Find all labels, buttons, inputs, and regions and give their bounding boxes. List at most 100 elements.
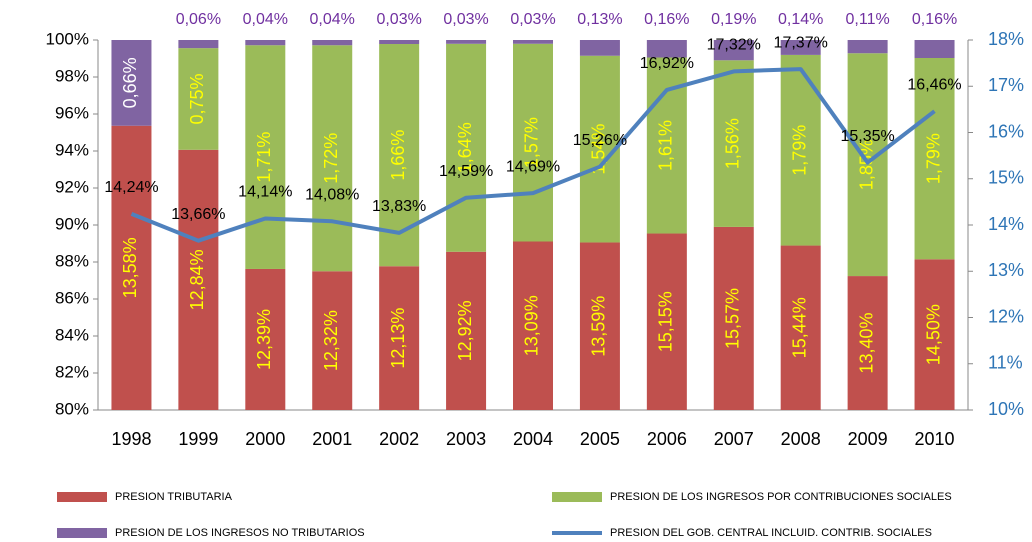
y-tick-label: 86% bbox=[55, 288, 89, 307]
x-tick-label: 1998 bbox=[111, 429, 151, 449]
bar-segment bbox=[713, 226, 754, 410]
bar-segment bbox=[312, 40, 353, 46]
data-label: 0,04% bbox=[243, 11, 288, 28]
bar-segment bbox=[111, 125, 152, 410]
bar-segment bbox=[646, 233, 687, 410]
y-tick-label: 90% bbox=[55, 214, 89, 233]
bar-segment bbox=[245, 45, 286, 269]
data-label: 13,58% bbox=[120, 237, 140, 298]
legend-label: PRESION DEL GOB. CENTRAL INCLUID. CONTRI… bbox=[610, 527, 932, 539]
line-label: 16,46% bbox=[907, 76, 961, 93]
x-tick-label: 2003 bbox=[446, 429, 486, 449]
y2-tick-label: 16% bbox=[988, 121, 1024, 141]
bar-segment bbox=[847, 276, 888, 410]
data-label: 0,13% bbox=[577, 11, 622, 28]
bar-segment bbox=[646, 40, 687, 58]
x-tick-label: 2004 bbox=[513, 429, 553, 449]
x-tick-label: 1999 bbox=[178, 429, 218, 449]
data-label: 0,14% bbox=[778, 11, 823, 28]
line-label: 13,66% bbox=[171, 206, 225, 223]
x-tick-label: 2001 bbox=[312, 429, 352, 449]
bar-segment bbox=[446, 43, 487, 252]
data-label: 0,06% bbox=[176, 11, 221, 28]
bar-segment bbox=[847, 40, 888, 54]
y-tick-label: 94% bbox=[55, 140, 89, 159]
bar-segment bbox=[780, 40, 821, 55]
y2-tick-label: 18% bbox=[988, 29, 1024, 49]
data-label: 0,19% bbox=[711, 11, 756, 28]
data-label: 1,56% bbox=[723, 118, 743, 169]
data-label: 15,15% bbox=[656, 291, 676, 352]
y-tick-label: 96% bbox=[55, 103, 89, 122]
line-label: 14,69% bbox=[506, 158, 560, 175]
data-label: 1,72% bbox=[321, 133, 341, 184]
line-label: 15,26% bbox=[573, 132, 627, 149]
legend-swatch bbox=[552, 492, 602, 502]
line-label: 17,37% bbox=[774, 34, 828, 51]
y2-tick-label: 14% bbox=[988, 214, 1024, 234]
data-label: 12,84% bbox=[187, 249, 207, 310]
data-label: 0,16% bbox=[644, 11, 689, 28]
data-label: 12,13% bbox=[388, 308, 408, 369]
bar-segment bbox=[780, 245, 821, 410]
legend-swatch bbox=[57, 492, 107, 502]
data-label: 1,71% bbox=[254, 132, 274, 183]
bar-segment bbox=[914, 259, 955, 410]
line-label: 15,35% bbox=[840, 128, 894, 145]
data-label: 15,57% bbox=[723, 288, 743, 349]
data-label: 1,64% bbox=[455, 122, 475, 173]
y-tick-label: 88% bbox=[55, 251, 89, 270]
bar-segment bbox=[847, 53, 888, 277]
bar-segment bbox=[446, 40, 487, 44]
bar-segment bbox=[178, 48, 219, 150]
data-label: 0,04% bbox=[310, 11, 355, 28]
legend-label: PRESION DE LOS INGRESOS NO TRIBUTARIOS bbox=[115, 527, 365, 539]
data-label: 0,11% bbox=[846, 11, 890, 28]
data-label: 1,79% bbox=[789, 125, 809, 176]
x-tick-label: 2010 bbox=[915, 429, 955, 449]
bar-segment bbox=[713, 60, 754, 227]
line-label: 14,24% bbox=[104, 179, 158, 196]
x-tick-label: 2002 bbox=[379, 429, 419, 449]
data-label: 0,66% bbox=[120, 57, 140, 108]
line-series bbox=[130, 67, 936, 243]
y2-tick-label: 12% bbox=[988, 306, 1024, 326]
bar-segment bbox=[713, 40, 754, 61]
bar-segment bbox=[513, 241, 553, 410]
y2-tick-label: 10% bbox=[988, 399, 1024, 419]
bar-segment bbox=[111, 40, 152, 126]
bar-segment bbox=[178, 149, 219, 410]
y2-tick-label: 17% bbox=[988, 75, 1024, 95]
data-label: 1,57% bbox=[522, 117, 542, 168]
line-label: 14,14% bbox=[238, 184, 292, 201]
bar-segment bbox=[914, 40, 955, 58]
data-label: 1,79% bbox=[923, 133, 943, 184]
y-tick-label: 84% bbox=[55, 325, 89, 344]
bar-segment bbox=[579, 242, 620, 410]
data-label: 1,61% bbox=[656, 120, 676, 171]
data-label: 13,09% bbox=[522, 295, 542, 356]
bar-segment bbox=[245, 268, 286, 410]
x-tick-label: 2007 bbox=[714, 429, 754, 449]
data-label: 0,03% bbox=[443, 11, 488, 28]
legend-label: PRESION TRIBUTARIA bbox=[115, 491, 233, 503]
bar-segment bbox=[513, 40, 553, 44]
line-label: 14,59% bbox=[439, 163, 493, 180]
data-label: 0,03% bbox=[510, 11, 555, 28]
line-label: 16,92% bbox=[640, 55, 694, 72]
data-label: 12,32% bbox=[321, 310, 341, 371]
y-tick-label: 80% bbox=[55, 399, 89, 418]
legend-swatch bbox=[57, 528, 107, 538]
bar-segment bbox=[178, 40, 219, 49]
bar-segment bbox=[312, 45, 353, 272]
data-label: 13,59% bbox=[589, 296, 609, 357]
line-label: 17,32% bbox=[707, 37, 761, 54]
data-label: 0,75% bbox=[187, 73, 207, 124]
bar-segment bbox=[379, 266, 420, 410]
legend-label: PRESION DE LOS INGRESOS POR CONTRIBUCION… bbox=[610, 491, 952, 503]
bar-segment bbox=[245, 40, 286, 46]
bar-segment bbox=[379, 40, 420, 45]
bar-segment bbox=[312, 271, 353, 410]
bar-segment bbox=[446, 251, 487, 410]
